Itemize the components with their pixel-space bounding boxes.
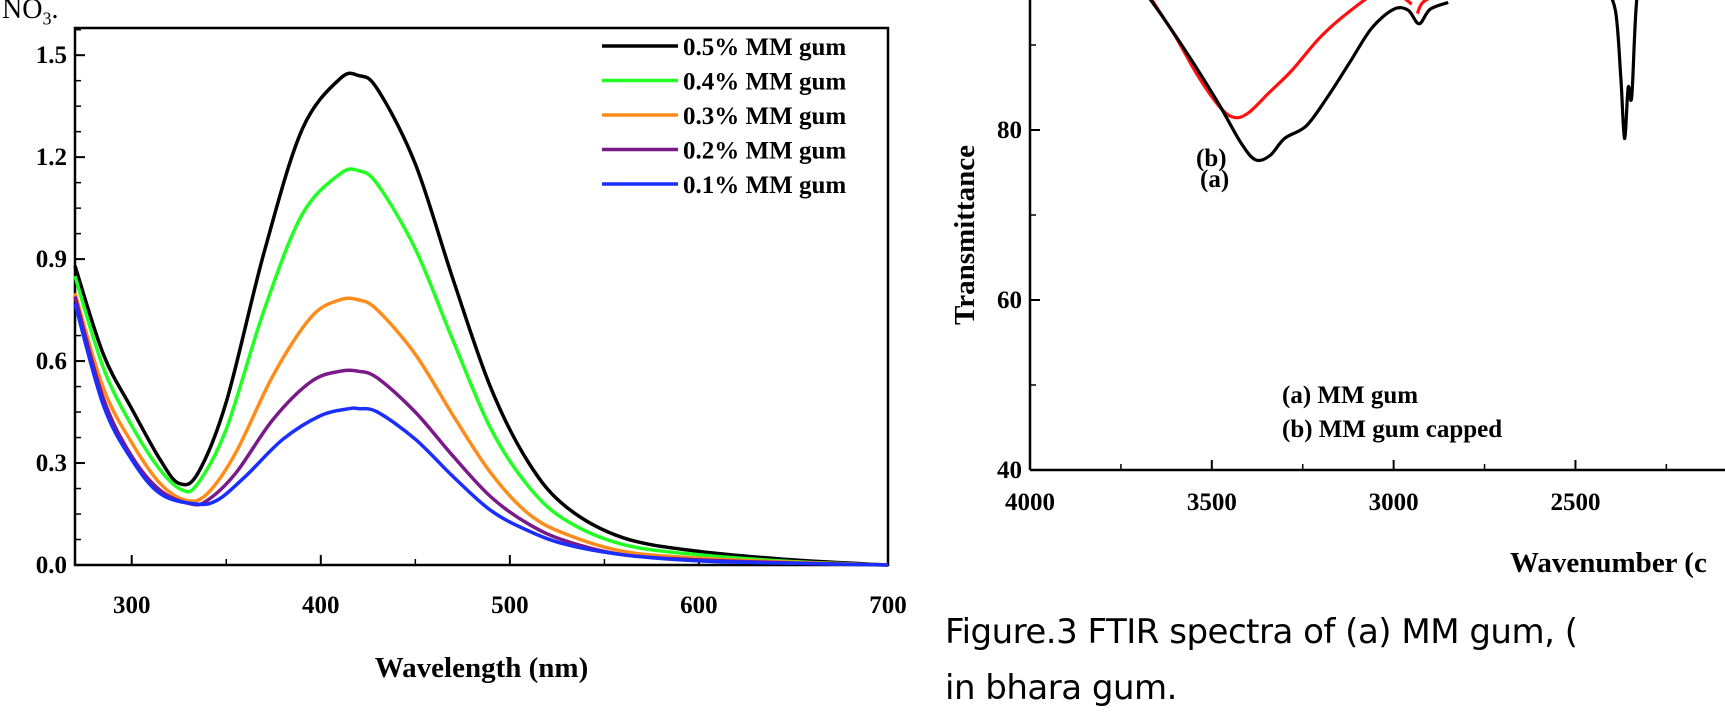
x-axis-label: Wavenumber (c — [1510, 547, 1707, 579]
legend-label: (b) MM gum capped — [1282, 416, 1502, 443]
y-tick-label: 0.6 — [36, 348, 67, 375]
legend-label: 0.4% MM gum — [683, 69, 846, 96]
uv-vis-figure: NO3. 0.0 0.3 0.6 0.9 1.2 1.5 300 400 500 600 700 Wa… — [2, 0, 907, 684]
caption-line-2: in bhara gum. — [945, 668, 1177, 708]
y-tick-label: 1.2 — [36, 144, 67, 171]
series-line — [73, 292, 889, 567]
series-line — [73, 167, 889, 567]
fragment-tail: . — [51, 0, 59, 25]
series-line — [1150, 0, 1413, 120]
series-line — [1610, 0, 1639, 141]
caption-line-1: Figure.3 FTIR spectra of (a) MM gum, ( — [945, 612, 1578, 652]
y-tick-label: 40 — [997, 457, 1022, 484]
legend-label: 0.5% MM gum — [683, 34, 846, 61]
ftir-figure: 4060804000350030002500200TransmittanceWa… — [930, 0, 1725, 719]
x-tick-label: 700 — [869, 592, 907, 619]
fragment-subscript: 3 — [42, 8, 52, 29]
legend-label: 0.3% MM gum — [683, 103, 846, 130]
series-line — [1148, 0, 1449, 163]
legend-label: (a) MM gum — [1282, 382, 1418, 409]
x-axis-label: Wavelength (nm) — [375, 652, 588, 684]
series-line — [1415, 0, 1430, 15]
uv-vis-chart: 0.0 0.3 0.6 0.9 1.2 1.5 300 400 500 600 700 Wavelen… — [36, 26, 907, 684]
series-line — [73, 296, 889, 567]
y-tick-label: 1.5 — [36, 42, 67, 69]
x-tick-label: 500 — [491, 592, 529, 619]
x-tick-label: 400 — [302, 592, 340, 619]
x-tick-label: 600 — [680, 592, 718, 619]
y-tick-label: 0.9 — [36, 246, 67, 273]
legend-label: 0.1% MM gum — [683, 172, 846, 199]
y-tick-label: 60 — [997, 287, 1022, 314]
x-tick-label: 2500 — [1550, 489, 1600, 516]
ftir-chart: 4060804000350030002500200TransmittanceWa… — [949, 0, 1725, 579]
annotation-b: (b) — [1196, 145, 1227, 172]
top-left-fragment: NO3. — [2, 0, 58, 30]
y-tick-label: 80 — [997, 117, 1022, 144]
series-line — [73, 71, 889, 567]
y-axis-label: Transmittance — [949, 145, 981, 325]
y-tick-label: 0.0 — [36, 552, 67, 579]
x-tick-label: 4000 — [1005, 489, 1055, 516]
legend-label: 0.2% MM gum — [683, 138, 846, 165]
annotation-a: (a) — [1200, 166, 1229, 193]
x-tick-label: 3500 — [1187, 489, 1237, 516]
series-line — [73, 302, 889, 567]
fragment-text: NO — [2, 0, 43, 25]
x-tick-label: 3000 — [1369, 489, 1419, 516]
x-tick-label: 300 — [113, 592, 151, 619]
y-tick-label: 0.3 — [36, 450, 67, 477]
